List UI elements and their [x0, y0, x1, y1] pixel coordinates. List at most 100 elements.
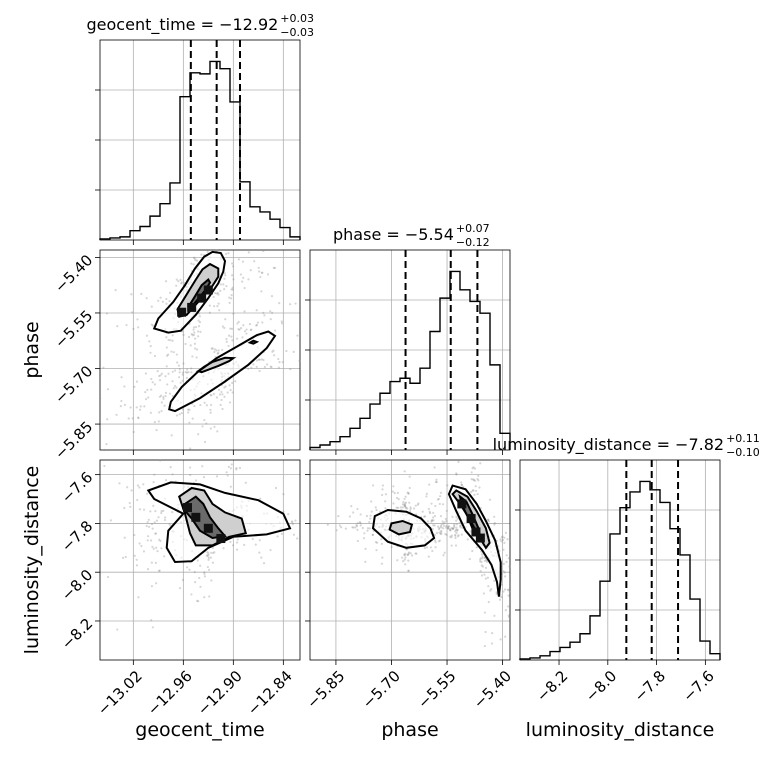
sample-point [229, 485, 232, 488]
sample-point [255, 324, 258, 327]
sample-point [144, 398, 148, 401]
sample-point [376, 541, 379, 544]
sample-point [239, 327, 243, 330]
sample-point [138, 486, 141, 489]
sample-point [358, 520, 361, 524]
sample-point [219, 283, 222, 286]
sample-point [184, 342, 187, 346]
sample-point [285, 349, 288, 353]
sample-point [191, 334, 194, 337]
contour-fill-outer [169, 331, 275, 412]
sample-point [165, 365, 168, 368]
sample-point [350, 505, 353, 508]
sample-point [135, 564, 139, 567]
y-axis-label-phase: phase [21, 321, 43, 378]
sample-point [493, 614, 496, 617]
sample-point [287, 513, 290, 516]
sample-point [415, 552, 418, 555]
sample-point [442, 554, 445, 557]
sample-point [226, 474, 229, 477]
sample-point [454, 534, 457, 537]
title-main-phase: phase = −5.54 [333, 225, 454, 244]
sample-point [211, 561, 214, 564]
sample-point [130, 489, 133, 492]
sample-point [404, 501, 408, 504]
sample-point [401, 506, 404, 509]
sample-point [407, 569, 410, 572]
sample-point [201, 465, 204, 468]
sample-point [130, 293, 133, 296]
sample-point [505, 560, 508, 564]
sample-point [158, 411, 161, 414]
sample-point [447, 527, 450, 530]
sample-point [258, 358, 261, 361]
hist-bar [460, 290, 470, 450]
sample-point [143, 405, 146, 408]
sample-point [438, 531, 441, 534]
sample-point [198, 576, 201, 580]
sample-point [359, 513, 362, 516]
title-phase: phase = −5.54 +0.07−0.12 [333, 222, 490, 249]
sample-point [142, 483, 145, 486]
hist-bar [640, 481, 650, 660]
sample-point [296, 334, 299, 337]
sample-point [504, 575, 507, 578]
sample-point [120, 376, 123, 379]
sample-point [180, 281, 183, 284]
sample-point [433, 514, 437, 518]
sample-point [182, 333, 185, 337]
sample-point [142, 550, 146, 553]
hist-bar [560, 647, 570, 660]
sample-point [180, 282, 183, 285]
sample-point [292, 533, 295, 536]
sample-point [255, 309, 258, 312]
sample-point [225, 285, 228, 288]
sample-point [484, 566, 488, 570]
sample-point [451, 527, 454, 530]
sample-point [372, 484, 375, 487]
sample-point [132, 327, 135, 330]
sample-point [146, 539, 149, 542]
sample-point [392, 485, 395, 488]
hist-outline-geocent_time [99, 60, 301, 240]
sample-point [348, 515, 351, 518]
sample-point [502, 548, 505, 551]
sample-point [355, 523, 358, 527]
sample-point [212, 551, 215, 555]
sample-point [155, 546, 158, 549]
sample-point [375, 508, 378, 512]
sample-point [291, 521, 294, 524]
sample-point [231, 286, 234, 289]
sample-point [187, 411, 190, 414]
sample-point [210, 394, 213, 397]
sample-point [447, 525, 450, 528]
hist-bar [130, 231, 140, 240]
sample-point [258, 539, 261, 542]
sample-point [507, 557, 510, 560]
sample-point [495, 592, 498, 596]
sample-point [449, 529, 452, 532]
sample-point [120, 399, 123, 403]
sample-point [460, 481, 463, 484]
sample-point [248, 323, 252, 326]
density-peak-cell [177, 307, 187, 317]
sample-point [406, 507, 409, 510]
sample-point [408, 475, 411, 478]
hist-bar [390, 382, 400, 450]
hist-bar [380, 393, 390, 450]
sample-point [487, 518, 490, 521]
sample-point [506, 538, 509, 541]
sample-point [158, 538, 161, 541]
sample-point [234, 380, 237, 383]
sample-point [181, 379, 184, 382]
sample-point [481, 557, 484, 560]
title-sup-phase: +0.07 [456, 222, 490, 235]
sample-point [188, 408, 191, 411]
hist-bar [470, 301, 480, 450]
sample-point [199, 403, 202, 407]
sample-point [431, 528, 434, 531]
sample-point [160, 547, 163, 550]
density-peak-cell [216, 534, 226, 544]
title-geocent_time: geocent_time = −12.92 +0.03−0.03 [87, 12, 315, 39]
y-tick-label-phase: −5.70 [51, 362, 96, 407]
